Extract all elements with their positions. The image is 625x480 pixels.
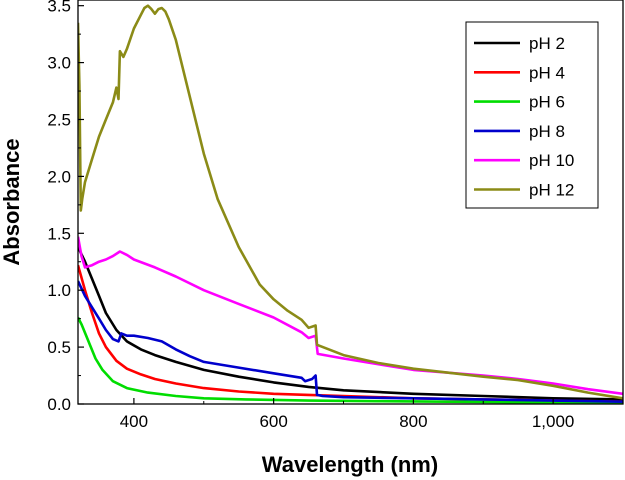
series-line-ph-8 bbox=[78, 280, 623, 403]
x-tick-label: 1,000 bbox=[532, 412, 575, 431]
legend-label: pH 10 bbox=[529, 151, 574, 170]
x-tick-label: 400 bbox=[120, 412, 148, 431]
legend-label: pH 8 bbox=[529, 122, 565, 141]
y-tick-label: 1.5 bbox=[47, 224, 71, 243]
series-line-ph-6 bbox=[78, 316, 623, 404]
series-line-ph-12 bbox=[78, 4, 623, 400]
y-tick-label: 3.5 bbox=[47, 0, 71, 16]
x-axis-title: Wavelength (nm) bbox=[262, 452, 438, 477]
x-tick-label: 800 bbox=[399, 412, 427, 431]
y-tick-label: 2.0 bbox=[47, 167, 71, 186]
y-tick-label: 2.5 bbox=[47, 110, 71, 129]
y-tick-label: 0.0 bbox=[47, 395, 71, 414]
y-tick-label: 0.5 bbox=[47, 338, 71, 357]
legend: pH 2 pH 4 pH 6 pH 8 pH 10 pH 12 bbox=[465, 21, 599, 209]
legend-label: pH 6 bbox=[529, 93, 565, 112]
series-layer bbox=[78, 4, 623, 404]
legend-label: pH 4 bbox=[529, 63, 565, 82]
series-line-ph-10 bbox=[78, 236, 623, 396]
x-tick-label: 600 bbox=[259, 412, 287, 431]
y-tick-label: 3.0 bbox=[47, 54, 71, 73]
legend-label: pH 12 bbox=[529, 181, 574, 200]
y-tick-label: 1.0 bbox=[47, 281, 71, 300]
x-axis: 400 600 800 1,000 bbox=[120, 398, 624, 431]
y-axis: 0.0 0.5 1.0 1.5 2.0 2.5 3.0 3.5 bbox=[47, 0, 84, 414]
legend-label: pH 2 bbox=[529, 34, 565, 53]
series-line-ph-2 bbox=[78, 246, 623, 401]
plot-frame bbox=[77, 0, 624, 405]
y-axis-title: Absorbance bbox=[0, 138, 24, 265]
legend-box bbox=[465, 21, 599, 209]
